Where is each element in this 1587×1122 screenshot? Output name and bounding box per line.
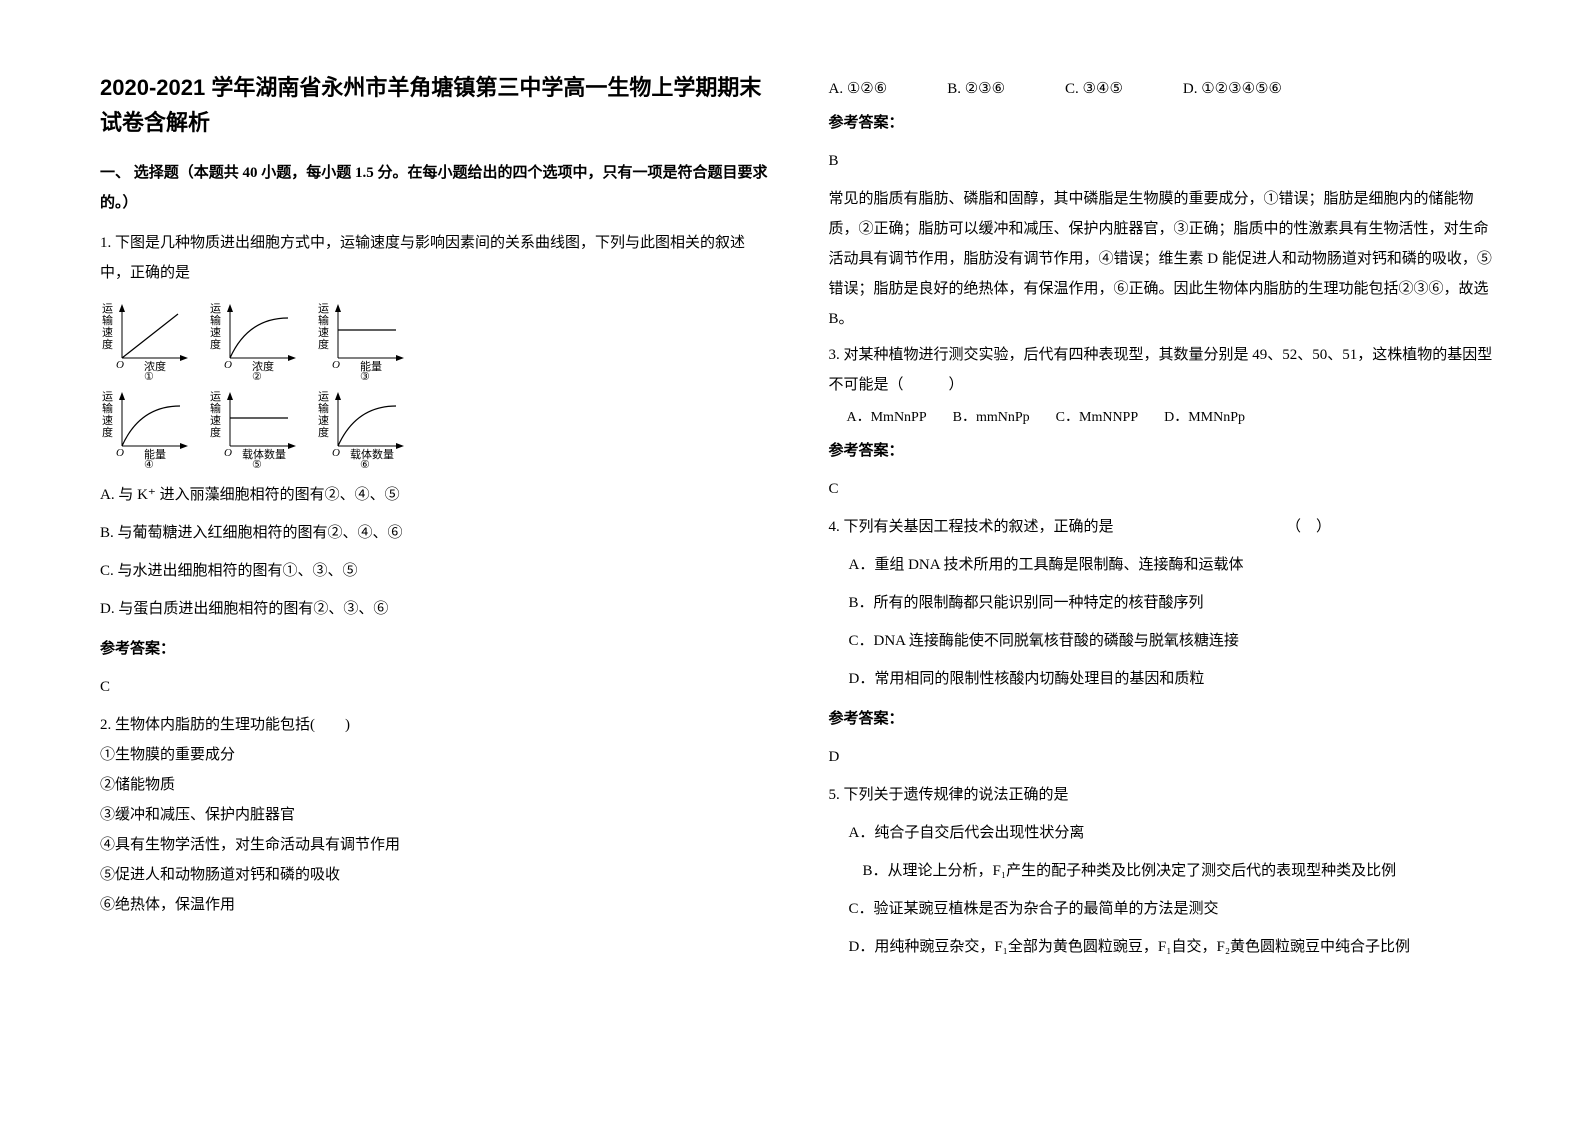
svg-text:速: 速 (318, 326, 329, 339)
q1-opt-d: D. 与蛋白质进出细胞相符的图有②、③、⑥ (100, 594, 769, 624)
svg-text:度: 度 (102, 337, 113, 351)
svg-text:输: 输 (210, 401, 221, 415)
svg-text:O: O (224, 359, 232, 371)
q1-options: A. 与 K⁺ 进入丽藻细胞相符的图有②、④、⑤ B. 与葡萄糖进入红细胞相符的… (100, 480, 769, 624)
svg-text:度: 度 (102, 425, 113, 439)
svg-text:度: 度 (210, 337, 221, 351)
graph-6: 运输速度 O 载体数量 ⑥ (316, 388, 406, 468)
q1-stem: 1. 下图是几种物质进出细胞方式中，运输速度与影响因素间的关系曲线图，下列与此图… (100, 228, 769, 288)
graph-4-id: ④ (144, 459, 154, 468)
q3-opt-c: C．MmNNPP (1056, 404, 1138, 432)
graph-2-id: ② (252, 371, 262, 380)
svg-text:输: 输 (102, 401, 113, 415)
q3-opt-b: B．mmNnPp (953, 404, 1030, 432)
svg-text:O: O (116, 447, 124, 459)
q4-answer: D (829, 742, 1498, 772)
q1-opt-b: B. 与葡萄糖进入红细胞相符的图有②、④、⑥ (100, 518, 769, 548)
q2-item-6: ⑥绝热体，保温作用 (100, 890, 769, 920)
right-column: A. ①②⑥ B. ②③⑥ C. ③④⑤ D. ①②③④⑤⑥ 参考答案： B 常… (829, 70, 1498, 970)
q2-item-1: ①生物膜的重要成分 (100, 740, 769, 770)
svg-text:O: O (332, 447, 340, 459)
q5-stem: 5. 下列关于遗传规律的说法正确的是 (829, 780, 1498, 810)
q3-opt-d: D．MMNnPp (1164, 404, 1245, 432)
q1-figure-row-2: 运输速度 O 能量 ④ 运输速度 (100, 388, 769, 468)
q3-stem: 3. 对某种植物进行测交实验，后代有四种表现型，其数量分别是 49、52、50、… (829, 340, 1498, 400)
svg-text:输: 输 (318, 401, 329, 415)
exam-title: 2020-2021 学年湖南省永州市羊角塘镇第三中学高一生物上学期期末试卷含解析 (100, 70, 769, 140)
svg-text:速: 速 (210, 326, 221, 339)
graph-2: 运输速度 O 浓度 ② (208, 300, 298, 380)
svg-text:速: 速 (102, 414, 113, 427)
q5-opt-a: A．纯合子自交后代会出现性状分离 (849, 818, 1498, 848)
svg-text:运: 运 (102, 390, 113, 403)
svg-text:度: 度 (318, 425, 329, 439)
q2-item-5: ⑤促进人和动物肠道对钙和磷的吸收 (100, 860, 769, 890)
left-column: 2020-2021 学年湖南省永州市羊角塘镇第三中学高一生物上学期期末试卷含解析… (100, 70, 769, 970)
q1-figure-row-1: 运输速度 O 浓度 ① 运输速度 (100, 300, 769, 380)
svg-text:运: 运 (210, 302, 221, 315)
q3-answer: C (829, 474, 1498, 504)
graph-1-id: ① (144, 371, 154, 380)
section-1-heading: 一、 选择题（本题共 40 小题，每小题 1.5 分。在每小题给出的四个选项中，… (100, 158, 769, 218)
q5-opt-d: D．用纯种豌豆杂交，F₁全部为黄色圆粒豌豆，F₁自交，F₂黄色圆粒豌豆中纯合子比… (849, 932, 1498, 962)
svg-text:度: 度 (210, 425, 221, 439)
q1-figure: 运输速度 O 浓度 ① 运输速度 (100, 300, 769, 468)
graph-1: 运输速度 O 浓度 ① (100, 300, 190, 380)
svg-text:运: 运 (318, 302, 329, 315)
q4-opt-d: D．常用相同的限制性核酸内切酶处理目的基因和质粒 (849, 664, 1498, 694)
svg-text:O: O (224, 447, 232, 459)
q4-opt-c: C．DNA 连接酶能使不同脱氧核苷酸的磷酸与脱氧核糖连接 (849, 626, 1498, 656)
svg-text:输: 输 (210, 313, 221, 327)
q2-answer-label: 参考答案： (829, 108, 1498, 138)
q5-opt-b: B．从理论上分析，F₁产生的配子种类及比例决定了测交后代的表现型种类及比例 (863, 856, 1498, 886)
svg-text:度: 度 (318, 337, 329, 351)
q2-opt-a: A. ①②⑥ (829, 74, 888, 104)
q2-opt-c: C. ③④⑤ (1065, 74, 1123, 104)
q4-opt-b: B．所有的限制酶都只能识别同一种特定的核苷酸序列 (849, 588, 1498, 618)
svg-text:运: 运 (102, 302, 113, 315)
graph-6-id: ⑥ (360, 459, 370, 468)
q1-opt-c: C. 与水进出细胞相符的图有①、③、⑤ (100, 556, 769, 586)
svg-text:运: 运 (318, 390, 329, 403)
exam-page: 2020-2021 学年湖南省永州市羊角塘镇第三中学高一生物上学期期末试卷含解析… (0, 0, 1587, 1010)
graph-5: 运输速度 O 载体数量 ⑤ (208, 388, 298, 468)
q2-opt-b: B. ②③⑥ (947, 74, 1005, 104)
q2-answer: B (829, 146, 1498, 176)
graph-4: 运输速度 O 能量 ④ (100, 388, 190, 468)
q4-opt-a: A．重组 DNA 技术所用的工具酶是限制酶、连接酶和运载体 (849, 550, 1498, 580)
svg-text:速: 速 (210, 414, 221, 427)
svg-text:O: O (116, 359, 124, 371)
q4-answer-label: 参考答案： (829, 704, 1498, 734)
svg-text:运: 运 (210, 390, 221, 403)
q2-item-4: ④具有生物学活性，对生命活动具有调节作用 (100, 830, 769, 860)
q1-answer-label: 参考答案： (100, 634, 769, 664)
q2-item-2: ②储能物质 (100, 770, 769, 800)
q3-opt-a: A．MmNnPP (847, 404, 927, 432)
graph-3-id: ③ (360, 371, 370, 380)
q1-opt-a: A. 与 K⁺ 进入丽藻细胞相符的图有②、④、⑤ (100, 480, 769, 510)
q1-answer: C (100, 672, 769, 702)
svg-text:输: 输 (318, 313, 329, 327)
q2-explanation: 常见的脂质有脂肪、磷脂和固醇，其中磷脂是生物膜的重要成分，①错误；脂肪是细胞内的… (829, 184, 1498, 334)
q3-options: A．MmNnPP B．mmNnPp C．MmNNPP D．MMNnPp (847, 404, 1498, 432)
q2-opt-d: D. ①②③④⑤⑥ (1183, 74, 1282, 104)
graph-6-xlabel: 载体数量 (350, 447, 394, 461)
svg-text:O: O (332, 359, 340, 371)
svg-text:速: 速 (318, 414, 329, 427)
graph-3: 运输速度 O 能量 ③ (316, 300, 406, 380)
q2-options: A. ①②⑥ B. ②③⑥ C. ③④⑤ D. ①②③④⑤⑥ (829, 74, 1498, 104)
svg-text:输: 输 (102, 313, 113, 327)
svg-text:速: 速 (102, 326, 113, 339)
q4-stem: 4. 下列有关基因工程技术的叙述，正确的是 （ ） (829, 512, 1498, 542)
graph-5-xlabel: 载体数量 (242, 447, 286, 461)
graph-5-id: ⑤ (252, 459, 262, 468)
q5-opt-c: C．验证某豌豆植株是否为杂合子的最简单的方法是测交 (849, 894, 1498, 924)
q2-item-3: ③缓冲和减压、保护内脏器官 (100, 800, 769, 830)
q2-stem: 2. 生物体内脂肪的生理功能包括( ) (100, 710, 769, 740)
q3-answer-label: 参考答案： (829, 436, 1498, 466)
